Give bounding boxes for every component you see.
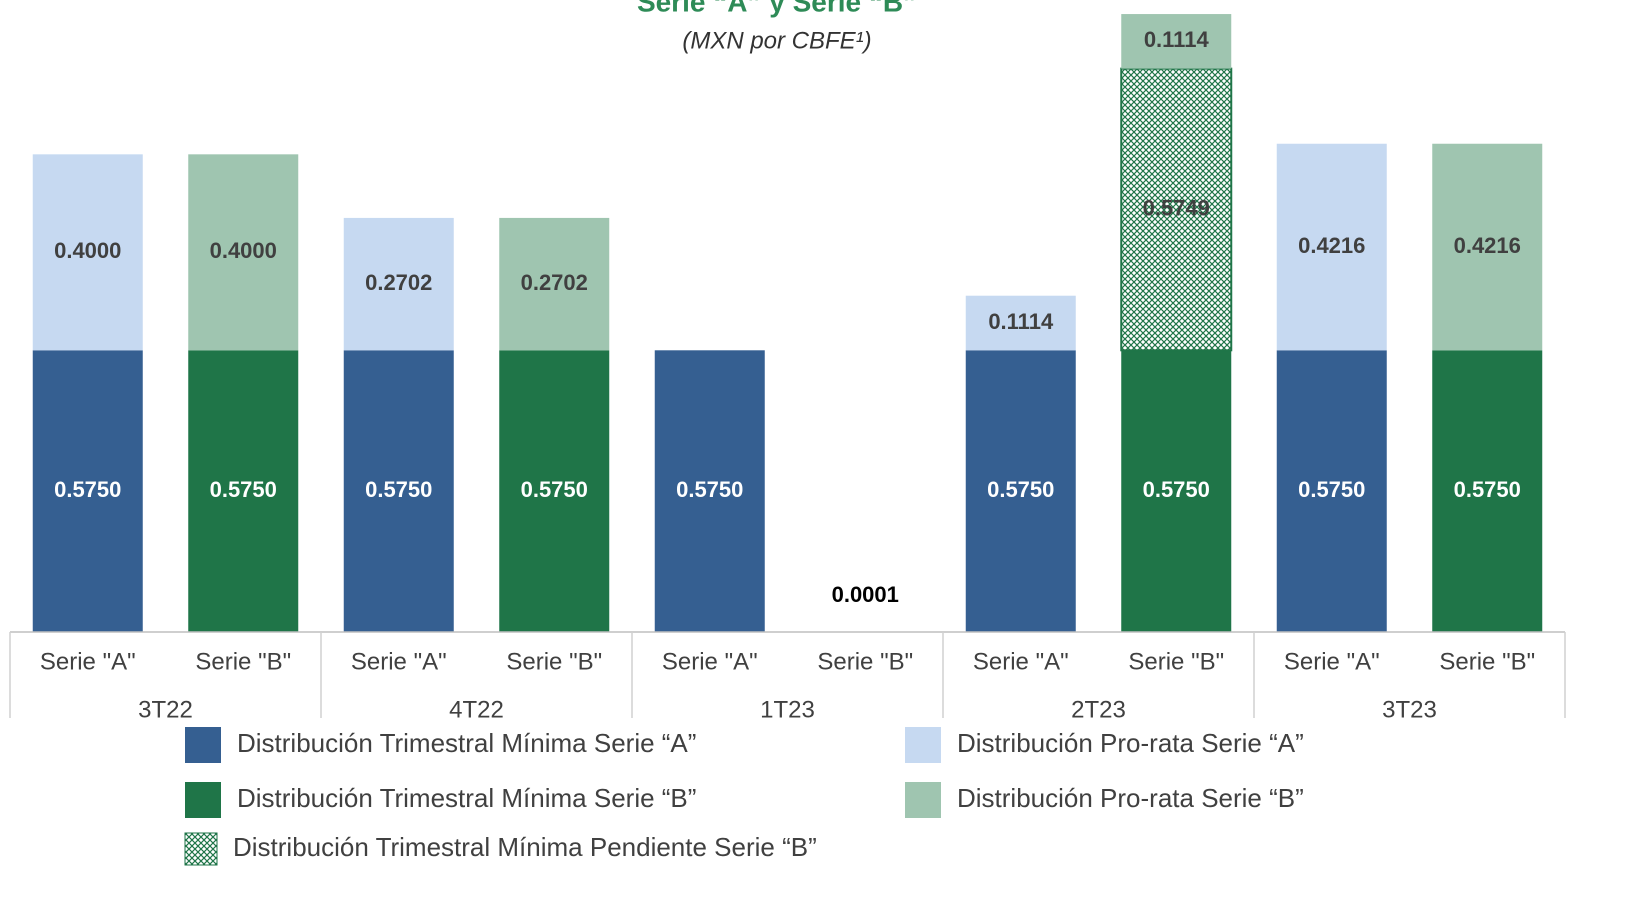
chart-subtitle: (MXN por CBFE¹) (682, 27, 871, 54)
value-label: 0.4000 (210, 238, 277, 263)
value-label: 0.5749 (1143, 195, 1210, 220)
bar-segment (1121, 14, 1232, 69)
value-label: 0.5750 (1298, 477, 1365, 502)
bar-segment (188, 154, 299, 351)
value-label: 0.0001 (832, 582, 899, 607)
legend-swatch (184, 832, 218, 866)
bar-segment (1276, 143, 1387, 351)
bar-segment (1432, 350, 1543, 632)
x-tick-label: Serie "B" (1439, 648, 1535, 675)
value-label: 0.5750 (1143, 477, 1210, 502)
x-tick-label: Serie "A" (973, 648, 1069, 675)
x-tick-label: Serie "B" (1128, 648, 1224, 675)
value-label: 0.1114 (988, 309, 1054, 334)
value-label: 0.5750 (676, 477, 743, 502)
legend-swatch (905, 782, 941, 818)
bar-segment (499, 217, 610, 351)
group-label: 3T23 (1382, 696, 1437, 723)
value-label: 0.5750 (987, 477, 1054, 502)
legend-label: Distribución Pro-rata Serie “A” (957, 728, 1304, 758)
value-label: 0.1114 (1144, 27, 1210, 52)
bar-segment (1432, 143, 1543, 351)
group-label: 2T23 (1071, 696, 1126, 723)
value-label: 0.5750 (210, 477, 277, 502)
group-label: 1T23 (760, 696, 815, 723)
legend-swatch (185, 727, 221, 763)
legend-swatch (185, 782, 221, 818)
legend-label: Distribución Pro-rata Serie “B” (957, 783, 1304, 813)
x-tick-label: Serie "A" (351, 648, 447, 675)
bar-segment (654, 350, 765, 632)
bar-segment (32, 350, 143, 632)
bar-segment (343, 217, 454, 351)
bar-segment (965, 295, 1076, 351)
bar-segment (1276, 350, 1387, 632)
group-label: 3T22 (138, 696, 193, 723)
value-label: 0.2702 (521, 270, 588, 295)
bar-segment (343, 350, 454, 632)
value-label: 0.5750 (1454, 477, 1521, 502)
bar-segment (1121, 350, 1232, 632)
value-label: 0.4216 (1298, 233, 1365, 258)
legend-swatch (905, 727, 941, 763)
value-label: 0.4216 (1454, 233, 1521, 258)
bar-segment (965, 350, 1076, 632)
bar-segment (32, 154, 143, 351)
x-tick-label: Serie "A" (40, 648, 136, 675)
value-label: 0.5750 (365, 477, 432, 502)
value-label: 0.4000 (54, 238, 121, 263)
x-tick-label: Serie "A" (1284, 648, 1380, 675)
value-label: 0.5750 (521, 477, 588, 502)
x-tick-label: Serie "A" (662, 648, 758, 675)
x-tick-label: Serie "B" (506, 648, 602, 675)
legend-label: Distribución Trimestral Mínima Pendiente… (233, 832, 817, 862)
legend-label: Distribución Trimestral Mínima Serie “A” (237, 728, 696, 758)
group-label: 4T22 (449, 696, 504, 723)
value-label: 0.2702 (365, 270, 432, 295)
chart-title: Serie “A” y Serie “B” (637, 0, 917, 17)
legend-label: Distribución Trimestral Mínima Serie “B” (237, 783, 696, 813)
x-tick-label: Serie "B" (817, 648, 913, 675)
bar-segment (1120, 67, 1233, 352)
value-label: 0.5750 (54, 477, 121, 502)
bar-segment (188, 350, 299, 632)
x-tick-label: Serie "B" (195, 648, 291, 675)
bar-segment (499, 350, 610, 632)
